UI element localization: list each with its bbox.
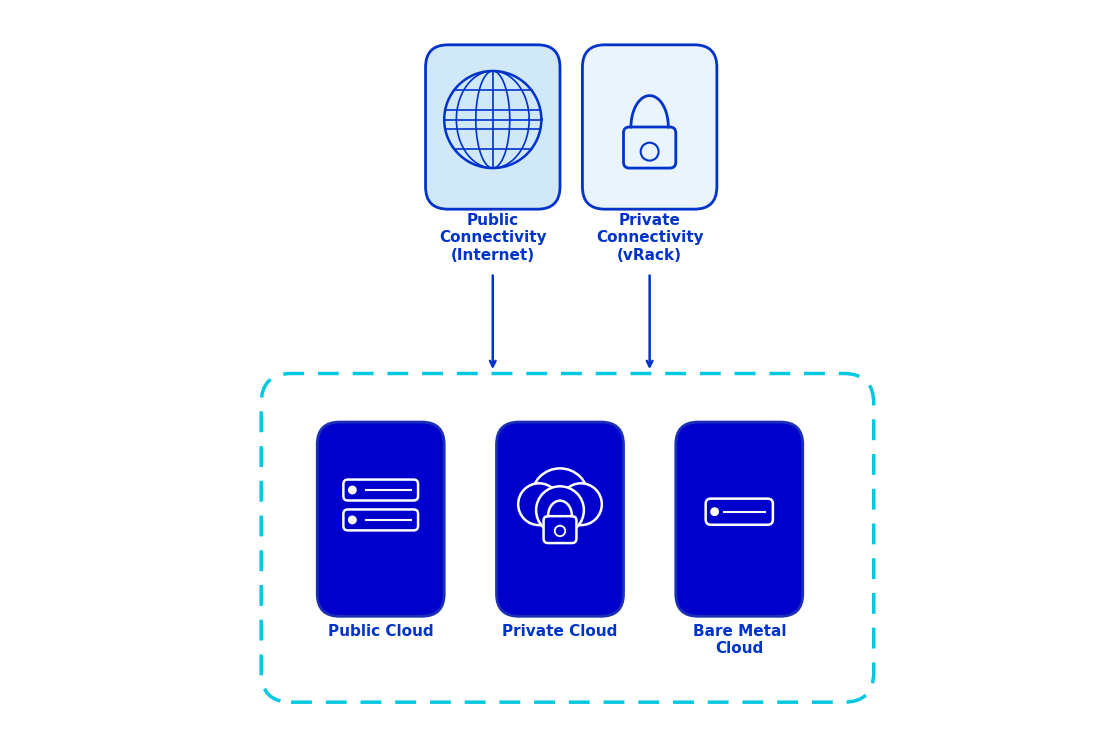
Circle shape — [519, 483, 560, 525]
FancyBboxPatch shape — [582, 45, 717, 209]
Text: Public Cloud: Public Cloud — [328, 624, 433, 639]
Circle shape — [554, 526, 566, 536]
FancyBboxPatch shape — [496, 422, 624, 616]
FancyBboxPatch shape — [426, 45, 560, 209]
Circle shape — [711, 508, 718, 515]
Text: Private
Connectivity
(vRack): Private Connectivity (vRack) — [596, 213, 703, 263]
Text: Private Cloud: Private Cloud — [502, 624, 618, 639]
Circle shape — [348, 486, 356, 494]
Circle shape — [532, 468, 588, 525]
FancyBboxPatch shape — [317, 422, 445, 616]
Circle shape — [348, 516, 356, 524]
FancyBboxPatch shape — [675, 422, 803, 616]
Circle shape — [536, 486, 584, 534]
FancyBboxPatch shape — [543, 516, 577, 543]
Text: Bare Metal
Cloud: Bare Metal Cloud — [692, 624, 786, 656]
Circle shape — [560, 483, 601, 525]
Text: Public
Connectivity
(Internet): Public Connectivity (Internet) — [439, 213, 547, 263]
